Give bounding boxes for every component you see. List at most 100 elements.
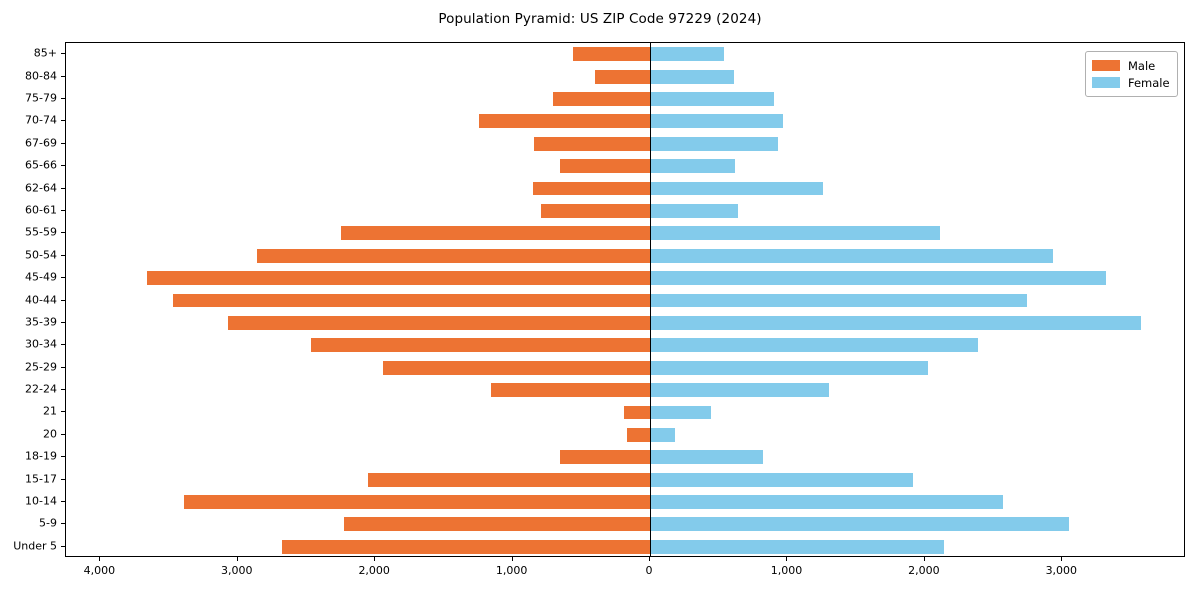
bar-male[interactable] bbox=[310, 338, 651, 353]
pyramid-row bbox=[66, 338, 1184, 353]
x-tick-mark bbox=[236, 557, 238, 561]
pyramid-row bbox=[66, 427, 1184, 442]
bar-female[interactable] bbox=[650, 472, 913, 487]
pyramid-row bbox=[66, 517, 1184, 532]
bar-male[interactable] bbox=[533, 136, 651, 151]
bar-male[interactable] bbox=[560, 159, 651, 174]
bar-female[interactable] bbox=[650, 450, 763, 465]
y-tick-mark bbox=[61, 456, 65, 458]
bar-male[interactable] bbox=[560, 450, 651, 465]
bar-male[interactable] bbox=[623, 405, 651, 420]
y-tick-label: 40-44 bbox=[25, 293, 57, 306]
pyramid-row bbox=[66, 226, 1184, 241]
x-tick-label: 1,000 bbox=[495, 564, 528, 577]
y-tick-mark bbox=[61, 523, 65, 525]
x-tick-mark bbox=[786, 557, 788, 561]
bar-male[interactable] bbox=[383, 360, 651, 375]
bar-male[interactable] bbox=[626, 427, 651, 442]
y-tick-label: 75-79 bbox=[25, 91, 57, 105]
bar-female[interactable] bbox=[650, 47, 725, 62]
pyramid-row bbox=[66, 159, 1184, 174]
y-tick-mark bbox=[61, 75, 65, 77]
bar-female[interactable] bbox=[650, 405, 712, 420]
y-tick-label: 30-34 bbox=[25, 337, 57, 351]
y-tick-label: 65-66 bbox=[25, 158, 57, 172]
bar-female[interactable] bbox=[650, 92, 774, 106]
bar-male[interactable] bbox=[368, 472, 651, 487]
bar-female[interactable] bbox=[650, 181, 823, 196]
legend-item-female[interactable]: Female bbox=[1092, 74, 1170, 91]
bar-male[interactable] bbox=[344, 517, 651, 532]
bar-male[interactable] bbox=[478, 114, 651, 129]
bar-male[interactable] bbox=[573, 47, 651, 62]
bar-male[interactable] bbox=[172, 293, 651, 308]
y-tick-mark bbox=[61, 232, 65, 234]
bar-female[interactable] bbox=[650, 203, 738, 218]
bar-male[interactable] bbox=[541, 203, 651, 218]
bar-female[interactable] bbox=[650, 495, 1004, 509]
bar-male[interactable] bbox=[147, 271, 651, 286]
pyramid-row bbox=[66, 495, 1184, 509]
pyramid-row bbox=[66, 315, 1184, 330]
y-tick-mark bbox=[61, 545, 65, 547]
pyramid-row bbox=[66, 293, 1184, 308]
x-tick-mark bbox=[1061, 557, 1063, 561]
bar-female[interactable] bbox=[650, 315, 1141, 330]
y-tick-label: 10-14 bbox=[25, 494, 57, 508]
legend-label-female: Female bbox=[1128, 75, 1170, 90]
y-tick-mark bbox=[61, 97, 65, 99]
y-tick-mark bbox=[61, 254, 65, 256]
bar-female[interactable] bbox=[650, 293, 1028, 308]
bar-female[interactable] bbox=[650, 360, 928, 375]
bar-female[interactable] bbox=[650, 271, 1107, 286]
pyramid-row bbox=[66, 405, 1184, 420]
x-tick-label: 0 bbox=[645, 564, 653, 577]
bar-female[interactable] bbox=[650, 539, 945, 554]
y-tick-mark bbox=[61, 120, 65, 122]
y-tick-label: 80-84 bbox=[25, 69, 57, 83]
y-tick-label: 85+ bbox=[33, 46, 57, 60]
bar-male[interactable] bbox=[184, 495, 651, 509]
pyramid-row bbox=[66, 271, 1184, 286]
legend-item-male[interactable]: Male bbox=[1092, 57, 1170, 74]
y-tick-label: 18-19 bbox=[25, 449, 57, 463]
bar-female[interactable] bbox=[650, 136, 778, 151]
plot-area bbox=[65, 42, 1185, 557]
bar-female[interactable] bbox=[650, 159, 735, 174]
pyramid-row bbox=[66, 539, 1184, 554]
y-tick-label: 67-69 bbox=[25, 136, 57, 150]
bars-layer bbox=[66, 43, 1184, 556]
legend-label-male: Male bbox=[1128, 58, 1156, 73]
y-tick-mark bbox=[61, 501, 65, 503]
y-tick-label: 25-29 bbox=[25, 360, 57, 374]
zero-axis-line bbox=[650, 43, 652, 556]
y-tick-label: 62-64 bbox=[25, 181, 57, 195]
bar-female[interactable] bbox=[650, 226, 940, 241]
bar-female[interactable] bbox=[650, 248, 1054, 263]
bar-male[interactable] bbox=[594, 69, 651, 84]
bar-female[interactable] bbox=[650, 114, 783, 129]
bar-male[interactable] bbox=[257, 248, 651, 263]
legend-swatch-male bbox=[1092, 60, 1120, 71]
bar-female[interactable] bbox=[650, 427, 676, 442]
y-tick-mark bbox=[61, 142, 65, 144]
y-tick-label: 60-61 bbox=[25, 203, 57, 217]
pyramid-row bbox=[66, 92, 1184, 106]
bar-male[interactable] bbox=[532, 181, 651, 196]
bar-female[interactable] bbox=[650, 338, 978, 353]
bar-female[interactable] bbox=[650, 69, 734, 84]
bar-male[interactable] bbox=[552, 92, 651, 106]
bar-male[interactable] bbox=[281, 539, 651, 554]
x-tick-mark bbox=[374, 557, 376, 561]
x-tick-label: 2,000 bbox=[908, 564, 940, 577]
bar-female[interactable] bbox=[650, 517, 1069, 532]
x-tick-label: 2,000 bbox=[358, 564, 390, 577]
pyramid-row bbox=[66, 114, 1184, 129]
bar-female[interactable] bbox=[650, 383, 829, 397]
bar-male[interactable] bbox=[340, 226, 651, 241]
pyramid-row bbox=[66, 360, 1184, 375]
bar-male[interactable] bbox=[491, 383, 651, 397]
bar-male[interactable] bbox=[228, 315, 651, 330]
